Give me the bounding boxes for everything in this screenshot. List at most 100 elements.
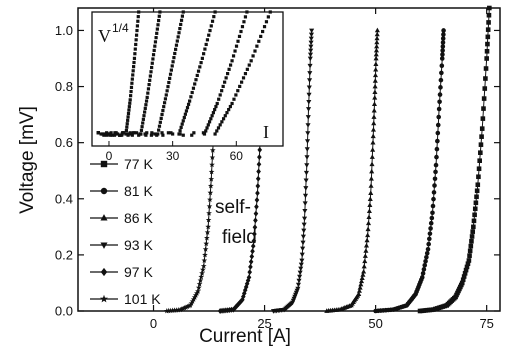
data-point [435, 130, 441, 136]
data-point [307, 78, 313, 83]
data-point [469, 234, 475, 239]
data-point [299, 258, 305, 264]
data-point [308, 32, 314, 38]
inset-data-point [120, 133, 124, 137]
inset-data-point [213, 132, 217, 136]
data-point [471, 218, 477, 224]
inset-data-point [227, 67, 231, 71]
data-point [479, 134, 484, 139]
data-point [181, 305, 188, 311]
inset-data-point [161, 108, 165, 113]
data-point [236, 300, 241, 307]
data-point [360, 272, 366, 277]
inset-data-point [155, 133, 159, 137]
data-point [373, 55, 379, 61]
inset-data-point [131, 69, 135, 73]
data-point [302, 201, 308, 206]
inset-data-point [140, 125, 144, 129]
data-point [441, 32, 446, 37]
data-point [255, 190, 260, 197]
data-point [472, 212, 477, 218]
data-point [467, 253, 472, 258]
inset-data-point [114, 131, 118, 135]
inset-data-point [139, 128, 144, 132]
data-point [254, 196, 260, 203]
inset-data-point [194, 78, 198, 82]
inset-data-point [226, 72, 230, 76]
data-point [371, 114, 377, 119]
inset-data-point [186, 102, 191, 106]
inset-data-point [249, 59, 253, 63]
inset-data-point [189, 95, 193, 99]
data-point [205, 223, 211, 230]
inset-data-point [131, 65, 136, 69]
data-point [466, 258, 472, 263]
data-point [461, 274, 467, 279]
inset-data-point [126, 118, 130, 122]
inset-data-point [240, 80, 244, 84]
inset-data-point [135, 24, 140, 28]
data-point [439, 70, 444, 76]
data-point [307, 56, 313, 62]
inset-data-point [268, 10, 272, 14]
data-point [252, 224, 258, 231]
inset-data-point [204, 42, 208, 47]
inset-data-point [159, 116, 163, 120]
data-point [479, 126, 485, 131]
inset-data-point [223, 80, 227, 84]
data-point [365, 220, 372, 226]
data-point [302, 193, 309, 199]
inset-data-point [137, 10, 141, 14]
data-point [356, 288, 362, 293]
x-tick-label: 25 [257, 316, 271, 331]
data-point [359, 278, 365, 284]
data-point [362, 253, 368, 258]
inset-data-point [191, 86, 196, 90]
data-point [186, 303, 192, 309]
inset-data-point [253, 49, 257, 53]
inset-data-point [188, 99, 192, 103]
data-point [305, 123, 311, 128]
inset-data-point [243, 72, 248, 76]
data-point [372, 72, 379, 78]
inset-data-point [128, 131, 132, 135]
inset-data-point [177, 31, 181, 35]
data-point [249, 253, 255, 260]
inset-data-point [130, 77, 134, 81]
data-point [254, 203, 259, 210]
data-point [295, 282, 301, 288]
data-point [305, 115, 311, 120]
inset-data-point [192, 131, 196, 135]
inset-data-point [133, 52, 137, 56]
inset-data-point [231, 54, 236, 58]
data-point [425, 246, 431, 252]
inset-data-point [155, 31, 159, 35]
data-point [481, 106, 486, 111]
inset-data-point [134, 38, 138, 42]
inset-data-point [233, 49, 237, 53]
data-point [374, 27, 380, 33]
inset-data-point [264, 20, 269, 24]
y-tick-label: 1.0 [55, 23, 73, 38]
legend-marker-81-K [100, 187, 108, 195]
data-point [209, 147, 216, 153]
inset-data-point [131, 131, 135, 135]
legend-label-93-K: 93 K [124, 237, 153, 253]
inset-data-point [136, 19, 140, 23]
inset-data-point [130, 81, 134, 85]
inset-data-point [156, 23, 160, 27]
data-point [367, 202, 373, 208]
inset-data-point [230, 59, 234, 63]
x-axis-label: Current [A] [199, 326, 291, 347]
inset-data-point [163, 97, 168, 101]
data-point [487, 5, 492, 11]
inset-data-point [128, 98, 132, 102]
inset-data-point [214, 104, 218, 109]
inset-data-point [149, 70, 153, 74]
data-point [250, 248, 255, 255]
data-point [232, 305, 238, 312]
legend-marker-77-K [100, 160, 108, 168]
inset-data-point [141, 117, 145, 121]
data-point [257, 146, 263, 153]
data-point [476, 166, 482, 172]
